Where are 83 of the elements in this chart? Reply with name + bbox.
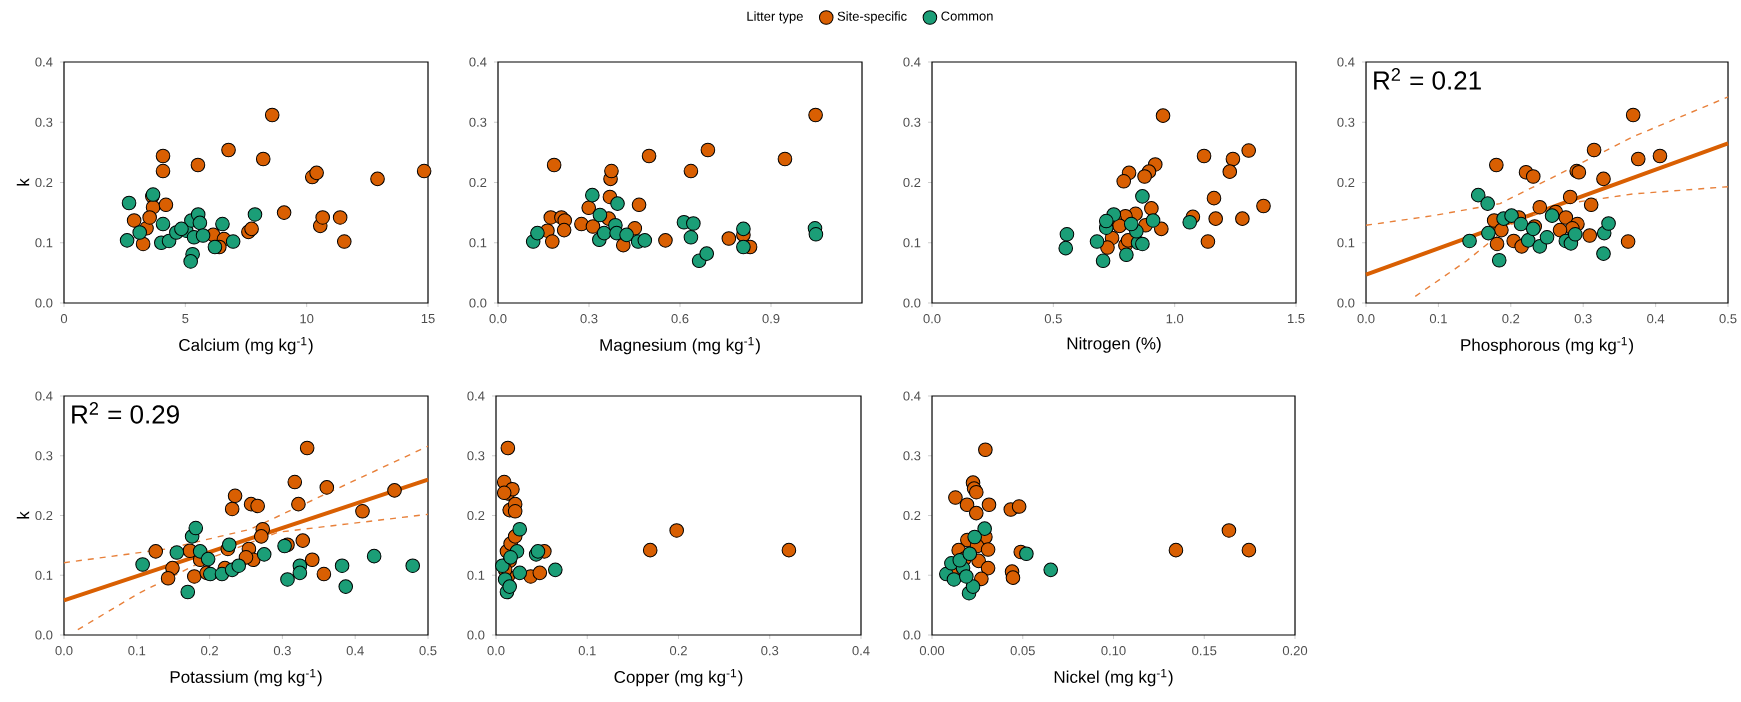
x-tick-label: 0.9 [762,314,780,324]
x-tick-label: 10 [300,314,314,324]
y-tick-label: 0.0 [467,630,485,640]
y-axis-title: k [16,178,30,186]
x-tick-label: 0.0 [487,646,505,656]
y-tick-label: 0.0 [35,298,53,308]
y-tick-label: 0.2 [469,177,487,188]
x-tick-label: 0.2 [201,646,218,656]
y-tick-label: 0.3 [469,117,487,127]
x-axis-title: Calcium (mg kg$^{-1}$) [179,337,313,355]
x-tick-label: 0.4 [852,646,870,656]
y-tick-label: 0.1 [467,570,485,580]
y-tick-label: 0.4 [903,391,921,401]
x-tick-label: 0.4 [346,646,364,656]
y-tick-label: 0.0 [469,298,487,308]
x-tick-label: 0.15 [1192,646,1217,656]
y-tick-label: 0.3 [35,117,53,127]
x-tick-label: 0.1 [578,646,596,656]
x-tick-label: 0.0 [1357,314,1375,324]
x-tick-label: 0.2 [1502,314,1520,324]
x-tick-label: 0.6 [671,314,689,324]
y-tick-label: 0.0 [903,630,921,640]
x-tick-label: 5 [182,314,189,324]
y-tick-label: 0.1 [469,238,487,248]
x-tick-label: 0.4 [1647,314,1665,324]
x-tick-label: 0.0 [55,646,73,656]
x-tick-label: 0.3 [273,646,291,656]
y-tick-label: 0.2 [35,510,53,521]
x-tick-label: 0.0 [489,314,507,324]
legend-title: Litter type [747,11,803,24]
y-tick-label: 0.2 [903,177,921,188]
y-tick-label: 0.2 [1337,177,1355,188]
x-tick-label: 0.20 [1282,646,1308,656]
y-tick-label: 0.2 [467,510,485,521]
y-tick-label: 0.2 [35,177,53,188]
y-tick-label: 0.4 [903,57,921,67]
y-tick-label: 0.1 [903,570,921,580]
y-tick-label: 0.0 [35,630,53,640]
y-tick-label: 0.3 [467,451,485,461]
annotation: R$^{2}$ = 0.29 [72,402,179,424]
y-tick-label: 0.1 [35,238,53,248]
y-tick-label: 0.2 [903,510,921,521]
y-tick-label: 0.1 [1337,238,1355,248]
x-tick-label: 0.05 [1010,646,1035,656]
y-tick-label: 0.0 [1337,298,1355,308]
y-tick-label: 0.4 [35,57,53,67]
x-tick-label: 0.5 [419,646,437,656]
x-axis-title: Magnesium (mg kg$^{-1}$) [600,337,760,355]
x-tick-label: 0.5 [1719,314,1737,324]
y-tick-label: 0.3 [903,117,921,127]
x-tick-label: 0.3 [761,646,779,656]
legend-label: Common [941,11,993,21]
y-tick-label: 0.3 [903,451,921,461]
x-axis-title: Potassium (mg kg$^{-1}$) [170,669,322,687]
x-axis-title: Nickel (mg kg$^{-1}$) [1054,669,1173,687]
y-tick-label: 0.3 [35,451,53,461]
y-tick-label: 0.1 [903,238,921,248]
x-tick-label: 1.0 [1166,314,1184,324]
y-tick-label: 0.0 [903,298,921,308]
x-tick-label: 0.3 [1574,314,1592,324]
x-tick-label: 1.5 [1287,314,1305,324]
x-tick-label: 0 [60,314,68,324]
x-axis-title: Nitrogen (%) [1067,336,1161,353]
x-tick-label: 0.3 [580,314,598,324]
y-tick-label: 0.4 [467,391,485,401]
y-tick-label: 0.4 [1337,57,1355,67]
annotation: R$^{2}$ = 0.21 [1374,68,1481,90]
x-tick-label: 15 [421,314,435,324]
legend-label: Site-specific [837,11,907,24]
y-tick-label: 0.4 [35,391,53,401]
y-tick-label: 0.4 [469,57,487,67]
y-tick-label: 0.1 [35,570,53,580]
x-axis-title: Phosphorous (mg kg$^{-1}$) [1461,337,1634,355]
x-tick-label: 0.00 [919,646,945,656]
x-tick-label: 0.0 [923,314,941,324]
x-tick-label: 0.1 [1429,314,1447,324]
x-tick-label: 0.2 [669,646,687,656]
x-axis-title: Copper (mg kg$^{-1}$) [614,669,743,687]
x-tick-label: 0.5 [1044,314,1062,324]
y-tick-label: 0.3 [1337,117,1355,127]
x-tick-label: 0.1 [128,646,146,656]
x-tick-label: 0.10 [1101,646,1126,656]
y-axis-title: k [16,511,30,519]
